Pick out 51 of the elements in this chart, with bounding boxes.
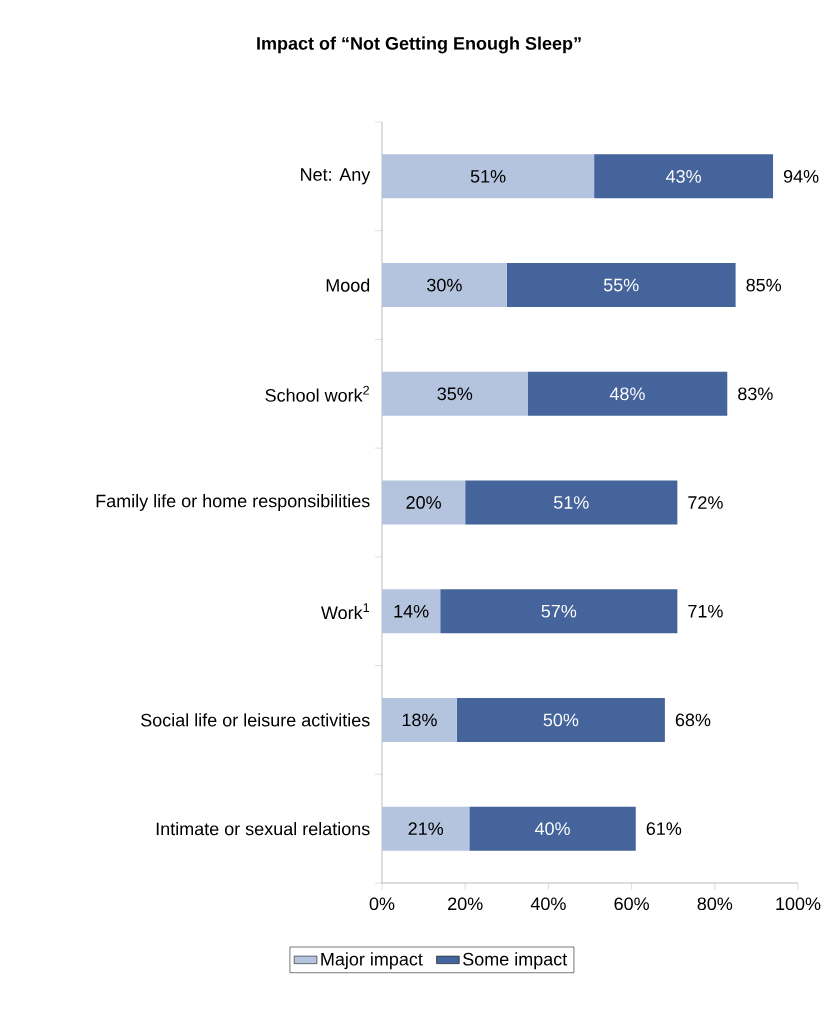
bar (382, 371, 528, 416)
bar (469, 806, 636, 851)
y-tick-label: Social life or leisure activities (141, 713, 370, 727)
data-label: 35% (437, 387, 473, 401)
y-tick-label: Mood (326, 278, 370, 292)
data-label: 18% (402, 713, 437, 727)
bar (506, 263, 736, 308)
data-label: 50% (543, 713, 579, 727)
legend-label: Major impact (321, 952, 423, 970)
x-tick-label: 60% (614, 897, 649, 911)
bar (382, 263, 507, 308)
chart-title: Impact of “Not Getting Enough Sleep” (257, 36, 581, 54)
x-tick-label: 20% (448, 897, 483, 911)
data-label: 43% (666, 169, 701, 183)
x-tick-label: 80% (697, 897, 733, 911)
x-tick-label: 100% (776, 897, 821, 911)
bar (382, 806, 470, 851)
bar (382, 697, 457, 742)
bar (440, 589, 678, 634)
y-tick-label: Family life or home responsibilities (96, 494, 370, 511)
total-label: 71% (688, 604, 723, 618)
total-label: 83% (738, 387, 773, 401)
data-label: 21% (408, 822, 444, 835)
bar (594, 154, 774, 199)
bar (527, 371, 728, 416)
bar (456, 697, 665, 742)
data-label: 48% (609, 387, 645, 401)
data-label: 40% (534, 822, 570, 835)
y-tick-label: Net: Any (301, 168, 371, 185)
total-label: 94% (783, 169, 819, 183)
data-label: 55% (603, 278, 639, 292)
data-label: 20% (406, 496, 441, 509)
legend-label: Some impact (463, 952, 568, 970)
data-label: 30% (427, 278, 462, 292)
data-label: 51% (553, 496, 589, 509)
total-label: 85% (746, 278, 782, 292)
y-tick-label: School work$^{2}$ (265, 385, 369, 402)
x-tick-label: 0% (369, 897, 395, 911)
bar (382, 154, 595, 199)
y-tick-label: Work$^{1}$ (321, 603, 370, 620)
bar (382, 480, 466, 525)
bar (382, 589, 441, 634)
total-label: 72% (688, 496, 723, 509)
data-label: 14% (394, 604, 429, 618)
total-label: 61% (646, 822, 682, 835)
y-tick-label: Intimate or sexual relations (156, 822, 370, 836)
total-label: 68% (675, 713, 711, 727)
x-tick-label: 40% (530, 897, 566, 911)
bar (465, 480, 678, 525)
data-label: 57% (541, 604, 577, 618)
data-label: 51% (470, 170, 506, 183)
